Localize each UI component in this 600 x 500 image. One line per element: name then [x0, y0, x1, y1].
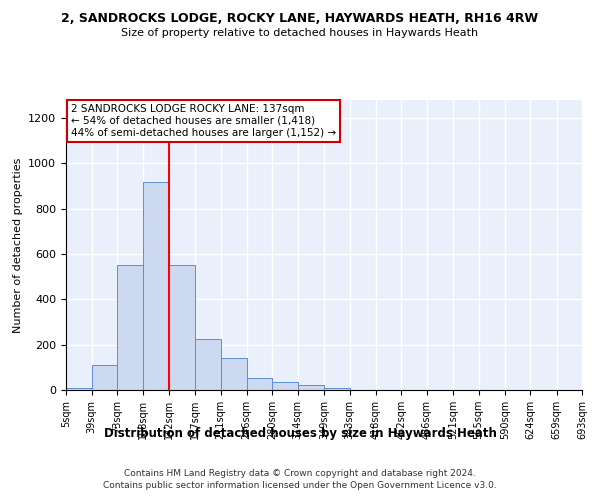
Text: 2 SANDROCKS LODGE ROCKY LANE: 137sqm
← 54% of detached houses are smaller (1,418: 2 SANDROCKS LODGE ROCKY LANE: 137sqm ← 5…	[71, 104, 336, 138]
Bar	[169, 266, 195, 390]
Text: 2, SANDROCKS LODGE, ROCKY LANE, HAYWARDS HEATH, RH16 4RW: 2, SANDROCKS LODGE, ROCKY LANE, HAYWARDS…	[61, 12, 539, 26]
Bar	[221, 358, 247, 390]
Bar	[298, 386, 324, 390]
Bar	[66, 388, 91, 390]
Bar	[117, 266, 143, 390]
Text: Contains public sector information licensed under the Open Government Licence v3: Contains public sector information licen…	[103, 481, 497, 490]
Bar	[247, 378, 272, 390]
Bar	[195, 339, 221, 390]
Text: Contains HM Land Registry data © Crown copyright and database right 2024.: Contains HM Land Registry data © Crown c…	[124, 468, 476, 477]
Y-axis label: Number of detached properties: Number of detached properties	[13, 158, 23, 332]
Bar	[272, 382, 298, 390]
Bar	[91, 365, 117, 390]
Text: Distribution of detached houses by size in Haywards Heath: Distribution of detached houses by size …	[104, 428, 496, 440]
Bar	[324, 388, 349, 390]
Bar	[143, 182, 169, 390]
Text: Size of property relative to detached houses in Haywards Heath: Size of property relative to detached ho…	[121, 28, 479, 38]
